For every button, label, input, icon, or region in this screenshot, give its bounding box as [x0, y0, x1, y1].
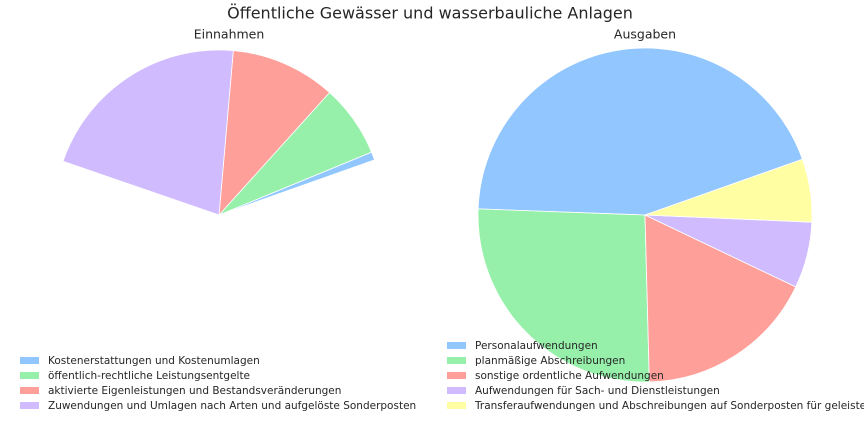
pie-slice — [62, 49, 234, 216]
legend-swatch — [447, 357, 466, 364]
chart-title: Einnahmen — [194, 27, 265, 42]
legend-swatch — [20, 387, 39, 394]
legend-label: Aufwendungen für Sach- und Dienstleistun… — [475, 385, 720, 397]
legend-swatch — [447, 402, 466, 409]
pie-slice — [644, 158, 813, 223]
pie-slice — [218, 50, 331, 217]
legend-swatch — [447, 372, 466, 379]
legend-label: Kostenerstattungen und Kostenumlagen — [48, 355, 260, 367]
legend-label: Zuwendungen und Umlagen nach Arten und a… — [48, 400, 416, 412]
figure-title: Öffentliche Gewässer und wasserbauliche … — [227, 4, 633, 23]
chart-title: Ausgaben — [614, 27, 676, 42]
legend-label: planmäßige Abschreibungen — [475, 355, 625, 367]
legend-label: öffentlich-rechtliche Leistungsentgelte — [48, 370, 250, 382]
pie-slice — [477, 208, 650, 383]
legend-swatch — [20, 372, 39, 379]
pie-slice — [644, 214, 797, 383]
legend-label: sonstige ordentliche Aufwendungen — [475, 370, 664, 382]
legend-swatch — [447, 387, 466, 394]
legend-swatch — [20, 357, 39, 364]
legend-swatch — [447, 342, 466, 349]
legend-swatch — [20, 402, 39, 409]
legend-label: aktivierte Eigenleistungen und Bestandsv… — [48, 385, 341, 397]
legend-label: Transferaufwendungen und Abschreibungen … — [474, 400, 864, 412]
legend-label: Personalaufwendungen — [475, 340, 598, 352]
pie-slice — [477, 47, 803, 216]
